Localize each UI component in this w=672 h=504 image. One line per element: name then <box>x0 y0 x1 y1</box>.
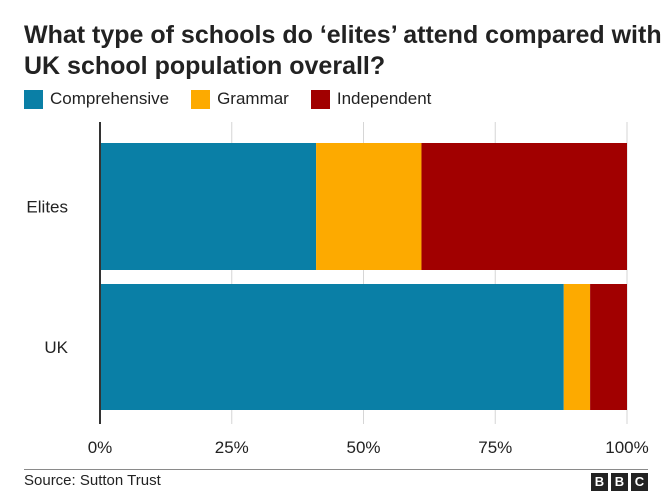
bar-segment-elites-independent <box>421 143 627 270</box>
x-tick-label: 75% <box>478 438 512 457</box>
source-note: Source: Sutton Trust <box>24 472 161 489</box>
category-label: UK <box>44 338 68 357</box>
legend-swatch-grammar <box>191 89 211 109</box>
bar-segment-uk-independent <box>590 284 627 410</box>
legend: Comprehensive Grammar Independent <box>24 88 453 110</box>
bar-segment-elites-comprehensive <box>100 143 317 270</box>
bbc-logo: B B C <box>591 473 648 491</box>
x-tick-label: 25% <box>215 438 249 457</box>
bbc-logo-letter: B <box>591 473 608 491</box>
footer-divider <box>24 469 648 470</box>
legend-label-grammar: Grammar <box>217 89 289 108</box>
legend-swatch-comprehensive <box>24 89 43 109</box>
legend-item-comprehensive: Comprehensive <box>24 89 169 109</box>
x-tick-label: 0% <box>88 438 113 457</box>
chart-title: What type of schools do ‘elites’ attend … <box>24 21 662 80</box>
legend-label-comprehensive: Comprehensive <box>50 89 170 108</box>
legend-label-independent: Independent <box>336 89 432 108</box>
x-tick-label: 100% <box>605 438 648 457</box>
bar-segment-uk-comprehensive <box>100 284 564 410</box>
legend-item-grammar: Grammar <box>191 89 289 109</box>
legend-swatch-independent <box>310 89 330 109</box>
category-label: Elites <box>26 198 68 217</box>
legend-item-independent: Independent <box>310 89 432 109</box>
bbc-logo-letter: C <box>631 473 648 491</box>
bar-segment-uk-grammar <box>563 284 591 410</box>
x-tick-label: 50% <box>346 438 380 457</box>
bbc-logo-letter: B <box>611 473 628 491</box>
bar-segment-elites-grammar <box>316 143 422 270</box>
